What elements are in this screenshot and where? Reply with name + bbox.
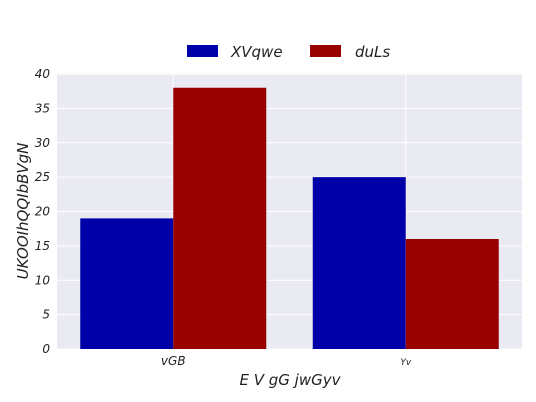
bar xyxy=(312,177,406,349)
y-tick-label: 5 xyxy=(42,308,50,322)
y-tick-label: 15 xyxy=(35,239,50,253)
y-tick-label: 25 xyxy=(35,170,50,184)
legend-swatch-series-1 xyxy=(187,45,218,57)
x-tick-label: Yv xyxy=(400,358,411,368)
bar xyxy=(405,239,499,349)
y-axis-label: UKOOIhQQIbBVgN xyxy=(14,143,32,280)
legend: XVqwe duLs xyxy=(187,43,390,61)
y-tick-label: 0 xyxy=(42,342,50,356)
bar xyxy=(80,218,174,349)
legend-label-series-1: XVqwe xyxy=(230,43,283,61)
legend-label-series-2: duLs xyxy=(355,43,390,61)
y-tick-label: 30 xyxy=(35,136,51,150)
y-tick-label: 35 xyxy=(35,101,50,115)
x-tick-label: vGB xyxy=(161,354,186,368)
legend-swatch-series-2 xyxy=(310,45,341,57)
y-axis-ticks: 0 5 10 15 20 25 30 35 40 xyxy=(35,67,51,356)
y-tick-label: 20 xyxy=(35,205,51,219)
bars xyxy=(80,87,499,349)
y-tick-label: 40 xyxy=(35,67,51,81)
y-tick-label: 10 xyxy=(35,273,51,287)
x-axis-label: E V gG jwGyv xyxy=(239,371,341,389)
bar xyxy=(173,87,267,349)
x-axis-ticks: vGB Yv xyxy=(161,354,412,368)
